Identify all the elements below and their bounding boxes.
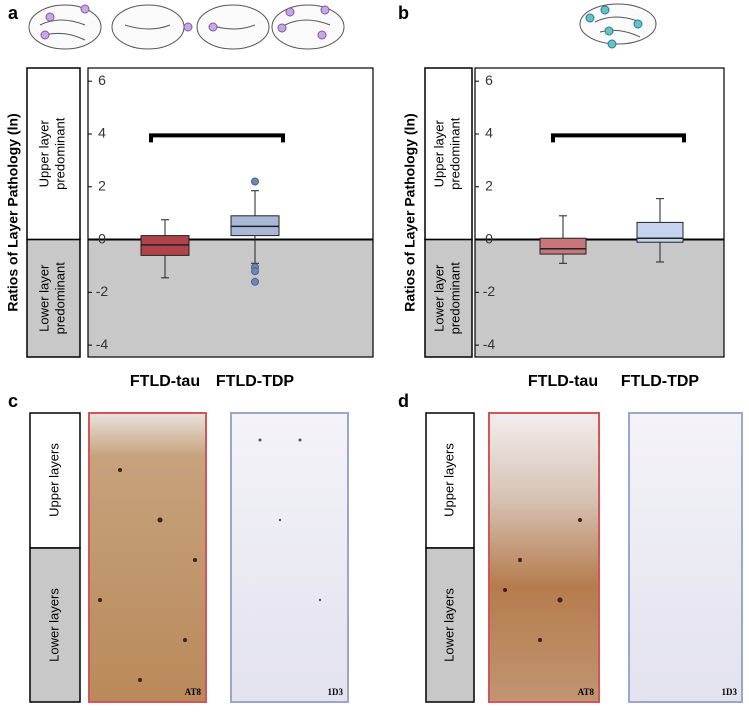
lower-shade (88, 239, 373, 357)
region-lower (26, 238, 81, 358)
region-upper (26, 67, 81, 241)
x-tick-label: FTLD-tau (528, 373, 598, 390)
region-lower (424, 238, 473, 358)
plot-frame (474, 67, 725, 358)
region-label: Upper layerpredominant (37, 117, 68, 190)
layer-box-upper (425, 412, 475, 549)
layer-box-lower (29, 547, 81, 703)
y-tick-label: -4 (483, 336, 496, 352)
stain-label: 1D3 (328, 687, 344, 697)
layer-box-lower (425, 547, 475, 703)
y-tick-label: 4 (98, 125, 106, 141)
y-tick-label: 6 (485, 72, 493, 88)
plot-frame (87, 67, 374, 358)
stain-label: AT8 (185, 687, 202, 697)
layer-label: Lower layers (46, 588, 61, 662)
x-tick-label: FTLD-TDP (621, 373, 700, 390)
x-tick-label: FTLD-TDP (216, 373, 295, 390)
region-label: Upper layerpredominant (432, 117, 463, 190)
flier (251, 277, 259, 286)
panel-label: b (398, 3, 409, 23)
y-tick-label: 4 (485, 125, 493, 141)
x-tick-label: FTLD-tau (130, 373, 200, 390)
significance-bracket (149, 133, 285, 143)
y-tick-label: -2 (96, 283, 109, 299)
lower-shade (475, 239, 724, 357)
box (636, 221, 684, 243)
flier (251, 267, 259, 276)
y-tick-label: -2 (483, 283, 496, 299)
panel-label: c (8, 391, 18, 411)
region-upper (424, 67, 473, 241)
flier (251, 177, 259, 186)
box (539, 237, 587, 255)
y-tick-label: 2 (485, 177, 493, 193)
y-tick-label: 0 (485, 230, 493, 246)
y-tick-label: -4 (96, 336, 109, 352)
histology-images (88, 412, 743, 703)
y-axis-label: Ratios of Layer Pathology (ln) (5, 113, 21, 311)
region-label: Lower layerpredominant (432, 262, 463, 335)
layer-label: Upper layers (46, 443, 61, 517)
region-label: Lower layerpredominant (37, 262, 68, 335)
brain-icons (28, 3, 657, 50)
significance-bracket (551, 133, 686, 143)
y-tick-label: 0 (98, 230, 106, 246)
panel-label: a (8, 3, 19, 23)
y-axis-label: Ratios of Layer Pathology (ln) (402, 113, 418, 311)
y-tick-label: 2 (98, 177, 106, 193)
layer-label: Upper layers (441, 443, 456, 517)
stain-label: 1D3 (722, 687, 738, 697)
layer-label: Lower layers (441, 588, 456, 662)
stain-label: AT8 (578, 687, 595, 697)
y-tick-label: 6 (98, 72, 106, 88)
panel-label: d (398, 391, 409, 411)
